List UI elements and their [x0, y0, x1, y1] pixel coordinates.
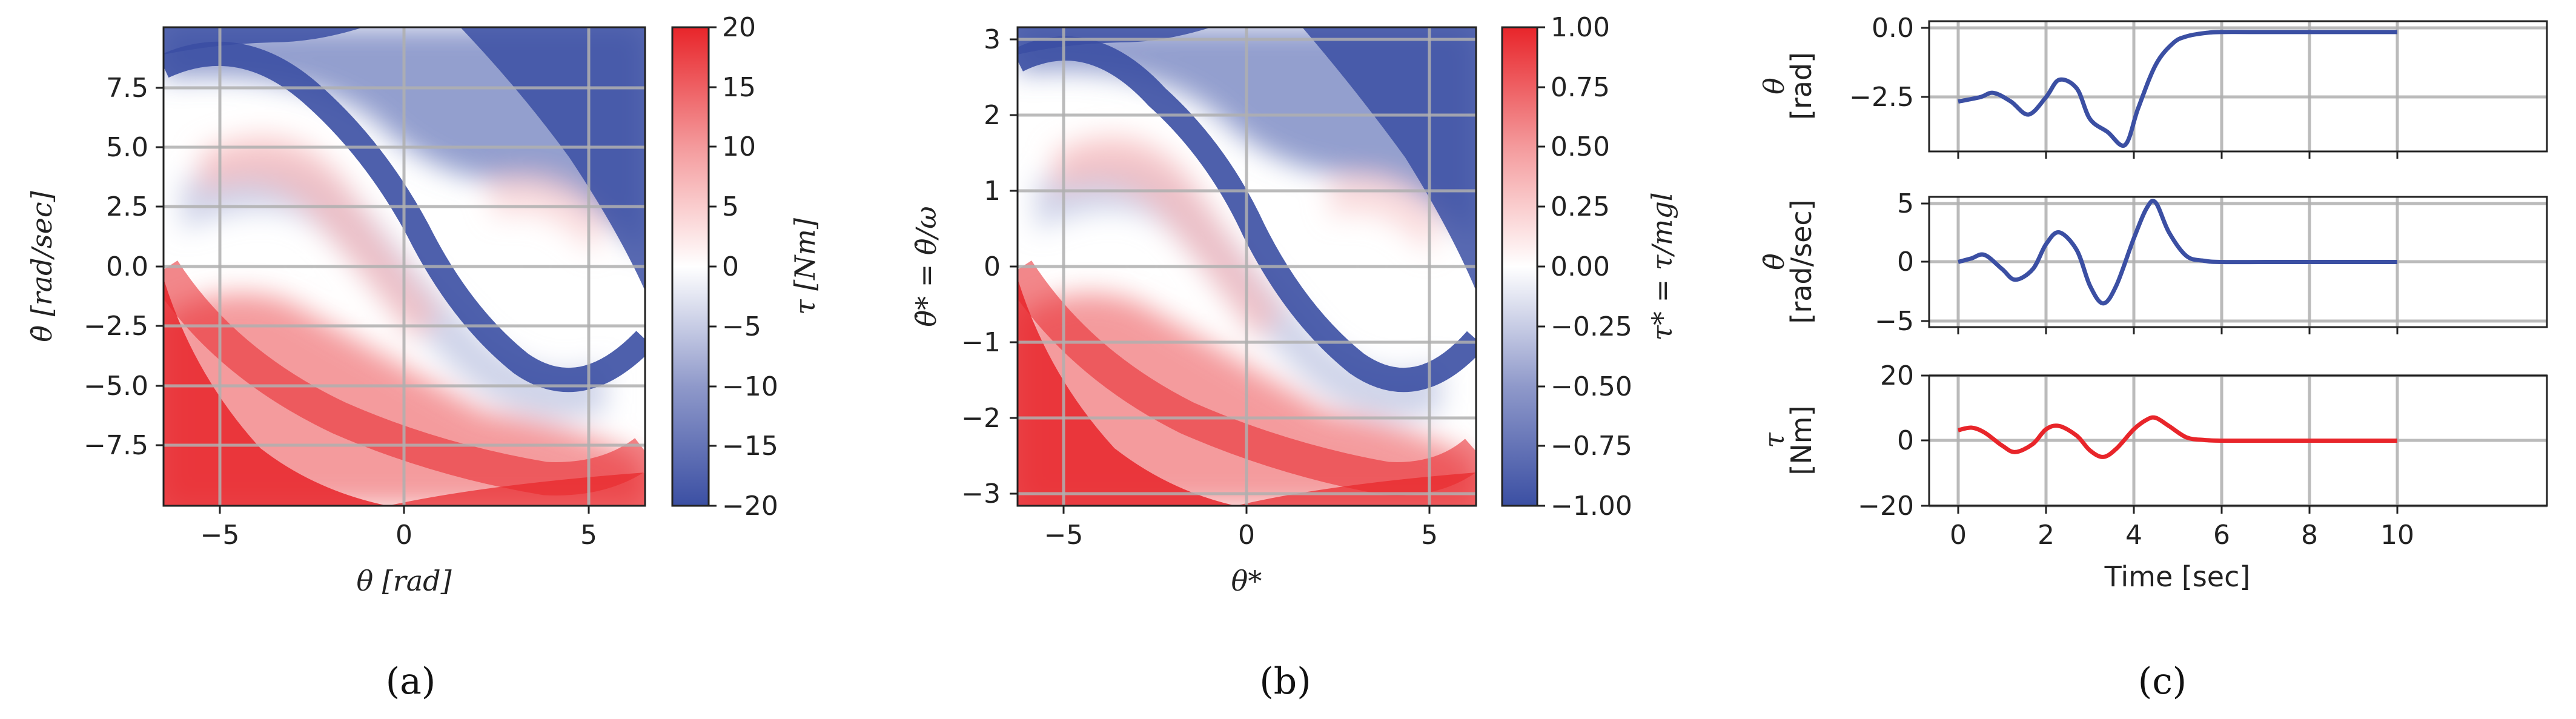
grid-c-theta [1929, 21, 2547, 151]
cbar-tick-label: 0.00 [1551, 251, 1610, 282]
cbar-tick-label: −1.00 [1551, 491, 1632, 522]
cbar-tick-label: −10 [722, 371, 778, 402]
y-axis-label-tau-symbol: τ [1758, 432, 1790, 448]
xticks-b: −5 0 5 [1044, 506, 1438, 551]
cbar-tick-label: −20 [722, 491, 778, 522]
cbar-tick-label: 1.00 [1551, 12, 1610, 43]
theta-series-line [1958, 30, 2397, 148]
ytick-label: 7.5 [106, 73, 148, 104]
ytick-label: −2 [961, 403, 1001, 434]
panel-a: −5 0 5 7.5 5.0 2.5 0.0 −2.5 −5.0 −7.5 θ … [25, 12, 821, 703]
xtick-label: 6 [2213, 520, 2230, 551]
ytick-label: −3 [961, 479, 1001, 509]
xtick-label: 0 [1238, 520, 1255, 551]
grid-a [164, 27, 645, 506]
cbar-tick-label: −5 [722, 311, 761, 342]
ytick-label: 0 [1897, 425, 1914, 456]
ytick-label: 0.0 [106, 251, 148, 282]
cbar-tick-label: 20 [722, 12, 756, 43]
ytick-label: 2 [984, 100, 1001, 131]
cbar-tick-label: −0.50 [1551, 371, 1632, 402]
ytick-label: 0 [1897, 247, 1914, 277]
ytick-label: 2.5 [106, 191, 148, 222]
panel-b: −5 0 5 3 2 1 0 −1 −2 −3 θ* θ̇* = θ̇/ω [910, 12, 1678, 703]
yticks-b: 3 2 1 0 −1 −2 −3 [961, 24, 1018, 509]
x-axis-label-c: Time [sec] [2104, 560, 2251, 593]
ytick-label: −7.5 [84, 430, 148, 461]
xtick-label: −5 [200, 520, 240, 551]
xtick-label: 0 [1950, 520, 1967, 551]
ytick-label: −5.0 [84, 371, 148, 402]
cbar-tick-label: 0.50 [1551, 131, 1610, 162]
ytick-label: 5 [1897, 188, 1914, 219]
colorbar-label-b: τ* = τ/mgl [1646, 193, 1678, 341]
colorbar-label-a: τ [Nm] [789, 218, 821, 315]
ytick-label: −2.5 [84, 311, 148, 342]
y-axis-label-theta-unit: [rad] [1785, 52, 1818, 120]
cbar-tick-label: −0.75 [1551, 431, 1632, 462]
xtick-label: 2 [2038, 520, 2055, 551]
subplot-theta-dot: 5 0 −5 θ̇ [rad/sec] [1758, 188, 2548, 337]
ytick-label: 3 [984, 24, 1001, 55]
xtick-label: 0 [396, 520, 412, 551]
xtick-label: 10 [2380, 520, 2414, 551]
cbar-tick-label: 15 [722, 72, 756, 103]
x-axis-label-a: θ [rad] [356, 565, 451, 597]
grid-b [1018, 27, 1476, 506]
panel-label-c: (c) [2138, 660, 2187, 703]
panel-c: 0.0 −2.5 θ [rad] [1758, 13, 2548, 703]
y-axis-label-theta-dot-symbol: θ̇ [1758, 253, 1790, 270]
xtick-label: 4 [2125, 520, 2142, 551]
ytick-label: 1 [984, 176, 1001, 207]
cbar-tick-label: −15 [722, 431, 778, 462]
y-axis-label-tau-unit: [Nm] [1785, 405, 1818, 475]
subplot-tau: 20 0 −20 τ [Nm] 0 2 4 6 8 10 Time [sec] [1758, 360, 2548, 593]
cbar-tick-label: 5 [722, 191, 739, 222]
xtick-label: 5 [580, 520, 597, 551]
cbar-tick-label: 10 [722, 131, 756, 162]
ytick-label: −2.5 [1849, 82, 1914, 113]
xtick-label: 8 [2301, 520, 2318, 551]
ytick-label: 20 [1880, 360, 1914, 391]
ytick-label: −20 [1858, 491, 1914, 522]
panel-label-a: (a) [386, 660, 436, 703]
yticks-a: 7.5 5.0 2.5 0.0 −2.5 −5.0 −7.5 [84, 73, 164, 461]
xtick-label: −5 [1044, 520, 1084, 551]
xtick-label: 5 [1421, 520, 1438, 551]
xticks-a: −5 0 5 [200, 506, 597, 551]
y-axis-label-b: θ̇* = θ̇/ω [910, 206, 942, 326]
x-axis-label-b: θ* [1231, 565, 1262, 597]
ytick-label: 0.0 [1872, 13, 1914, 44]
ytick-label: −5 [1875, 306, 1914, 337]
cbar-tick-label: −0.25 [1551, 311, 1632, 342]
ytick-label: 0 [984, 251, 1001, 282]
colorbar-a: 20 15 10 5 0 −5 −10 −15 −20 τ [Nm] [671, 12, 821, 522]
cbar-tick-label: 0 [722, 251, 739, 282]
tau-series-line [1958, 415, 2397, 459]
panel-label-b: (b) [1259, 660, 1311, 703]
colorbar-b: 1.00 0.75 0.50 0.25 0.00 −0.25 −0.50 −0.… [1501, 12, 1678, 522]
grid-c-theta-dot [1929, 197, 2547, 327]
theta-dot-series-line [1958, 199, 2397, 306]
y-axis-label-a: θ̇ [rad/sec] [25, 191, 58, 342]
y-axis-label-theta-symbol: θ [1758, 78, 1790, 94]
subplot-theta: 0.0 −2.5 θ [rad] [1758, 13, 2548, 159]
cbar-tick-label: 0.25 [1551, 191, 1610, 222]
y-axis-label-theta-dot-unit: [rad/sec] [1785, 199, 1818, 323]
ytick-label: 5.0 [106, 132, 148, 163]
ytick-label: −1 [961, 327, 1001, 358]
cbar-tick-label: 0.75 [1551, 72, 1610, 103]
